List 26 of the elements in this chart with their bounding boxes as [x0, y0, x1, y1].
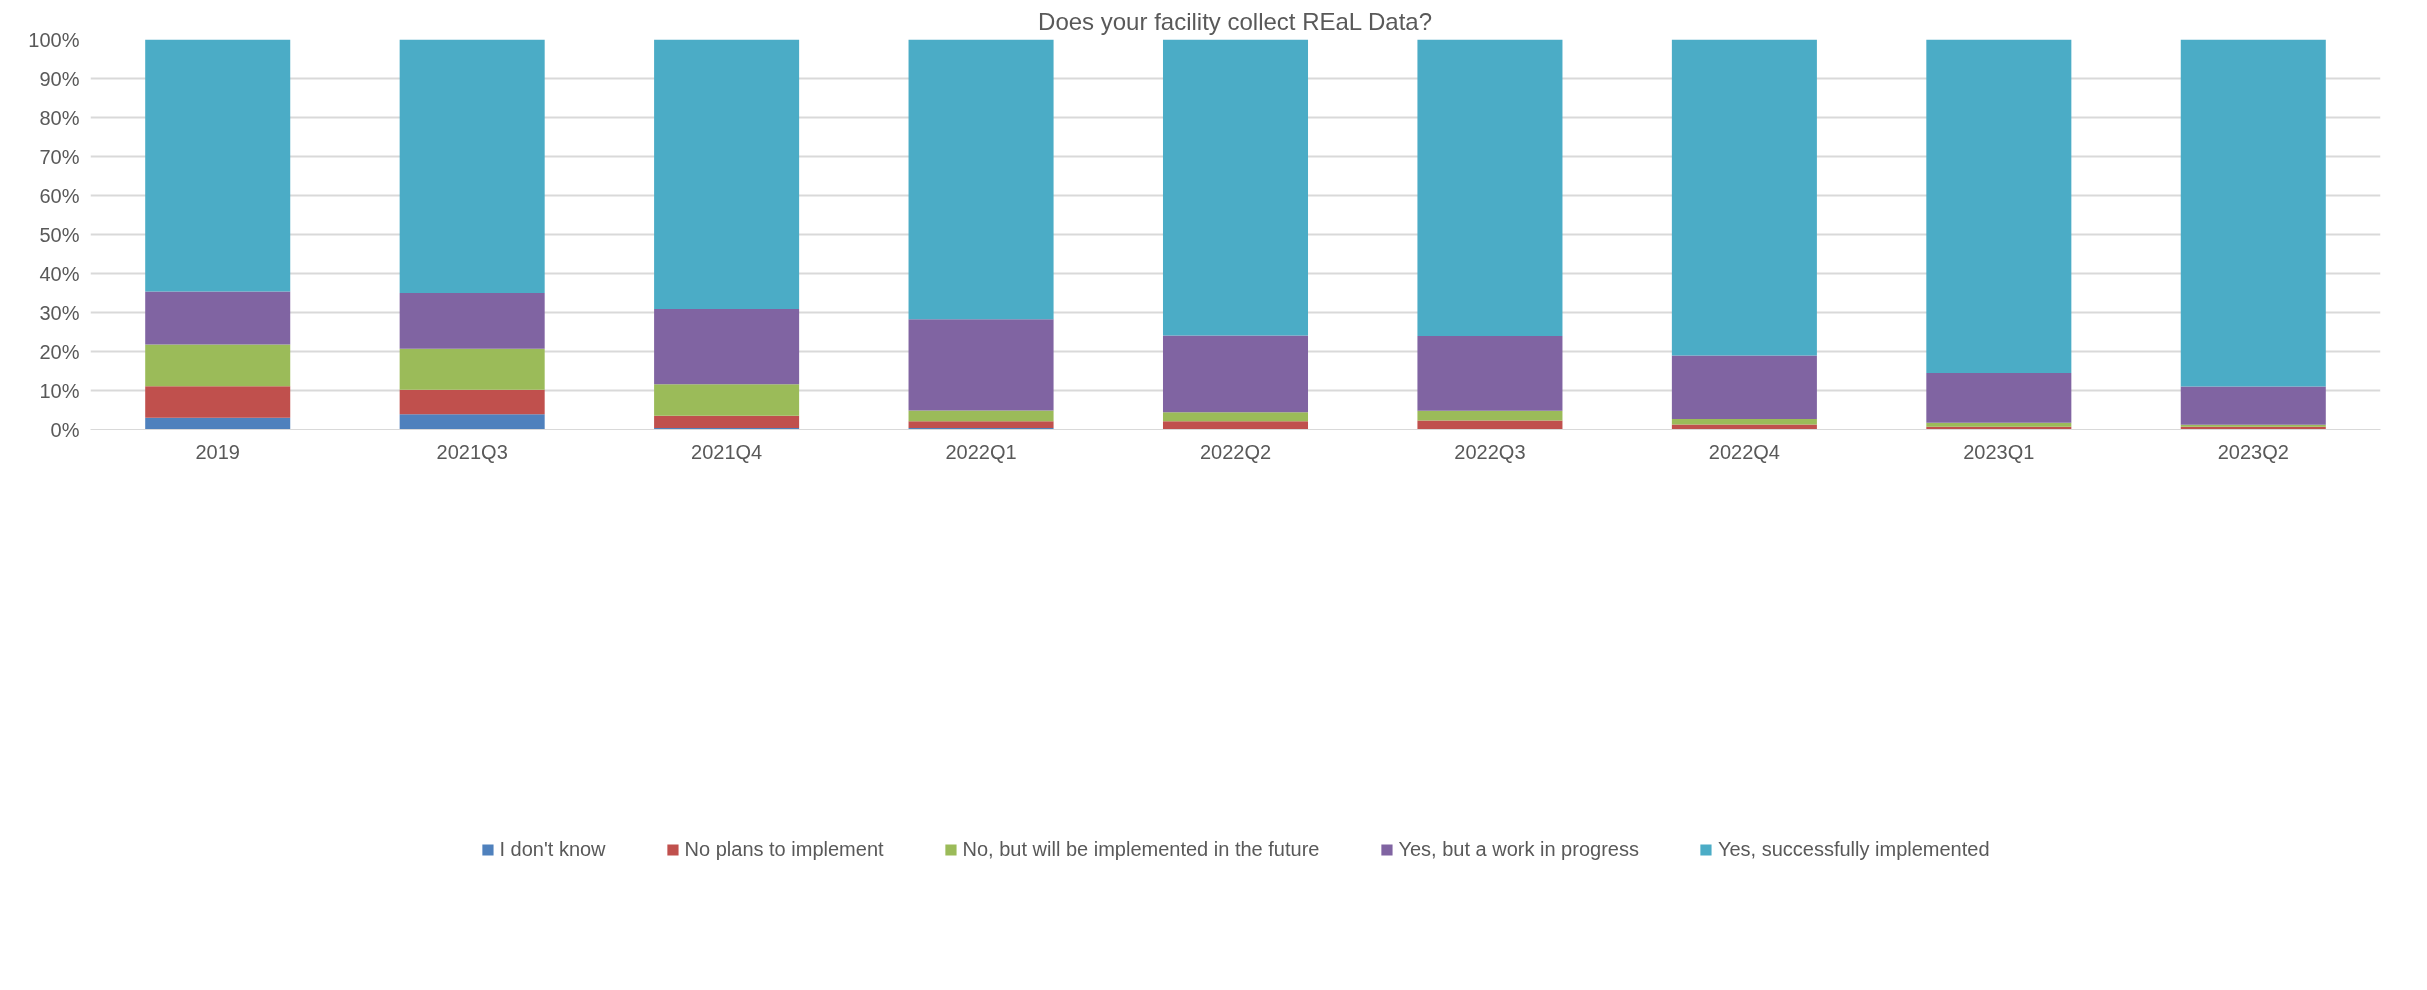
- legend-label: I don't know: [499, 837, 606, 861]
- x-tick-label: 2022Q2: [1199, 440, 1272, 463]
- y-tick-label: 30%: [39, 301, 80, 324]
- x-tick-label: 2023Q2: [2217, 440, 2289, 463]
- x-tick-label: 2022Q3: [1454, 440, 1526, 463]
- chart-title: Does your facility collect REaL Data?: [1038, 7, 1433, 35]
- y-tick-label: 40%: [39, 262, 80, 285]
- y-tick-label: 60%: [39, 184, 80, 207]
- x-tick-label: 2021Q3: [436, 440, 508, 463]
- x-tick-label: 2023Q1: [1963, 440, 2035, 463]
- y-tick-label: 90%: [39, 67, 80, 90]
- legend-label: Yes, but a work in progress: [1398, 837, 1639, 861]
- y-tick-label: 0%: [50, 418, 80, 441]
- y-tick-label: 20%: [39, 340, 80, 363]
- x-tick-label: 2022Q1: [945, 440, 1017, 463]
- legend-label: No plans to implement: [684, 837, 884, 861]
- x-tick-label: 2019: [195, 440, 240, 463]
- y-tick-label: 10%: [39, 379, 80, 402]
- x-tick-label: 2021Q4: [691, 440, 763, 463]
- legend-label: No, but will be implemented in the future: [962, 837, 1320, 861]
- y-tick-label: 70%: [39, 145, 80, 168]
- legend-label: Yes, successfully implemented: [1717, 837, 1990, 861]
- y-tick-label: 100%: [28, 28, 80, 51]
- y-tick-label: 50%: [39, 223, 80, 246]
- x-tick-label: 2022Q4: [1708, 440, 1780, 463]
- y-tick-label: 80%: [39, 106, 80, 129]
